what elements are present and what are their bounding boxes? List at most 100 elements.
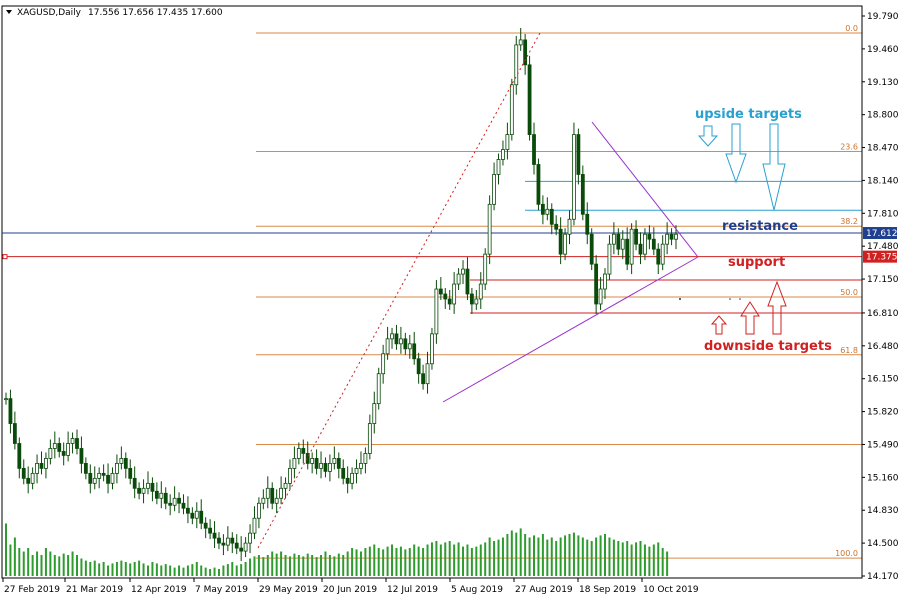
candle-body (403, 338, 408, 350)
volume-bars (5, 523, 669, 576)
upside-targets-label: upside targets (695, 107, 802, 122)
candle-body (567, 218, 572, 235)
upside-arrow-icon (697, 125, 719, 147)
candle-body (407, 343, 412, 350)
candle-body (225, 537, 230, 546)
candle-body (270, 487, 275, 504)
x-tick-label: 7 May 2019 (195, 585, 248, 595)
candle-body (643, 233, 647, 255)
candle-body (469, 293, 474, 305)
support-handle (2, 254, 8, 260)
candle-body (430, 333, 434, 365)
candle-body (21, 467, 26, 479)
candle-body (585, 213, 590, 235)
candle-body (336, 458, 341, 469)
triangle-upper-line (591, 121, 699, 258)
candle-body (496, 159, 501, 175)
candle-body (292, 458, 297, 469)
y-tick-label: 19.460 (867, 45, 899, 55)
candle-body (598, 288, 603, 305)
candle-body (181, 502, 186, 509)
y-tick-label: 18.470 (867, 144, 899, 154)
candle-body (17, 443, 22, 469)
candle-body (115, 463, 119, 474)
y-tick-label: 14.830 (867, 506, 899, 516)
candle-body (540, 203, 545, 215)
y-tick-label: 14.170 (867, 572, 899, 582)
candle-body (35, 463, 39, 474)
candle-body (660, 243, 665, 265)
candle-body (132, 477, 137, 489)
y-tick-label: 15.820 (867, 408, 899, 418)
candle-body (572, 134, 576, 220)
candle-body (190, 512, 195, 519)
candle-body (416, 358, 421, 375)
x-tick-label: 20 Jun 2019 (323, 585, 377, 595)
candle-body (119, 458, 124, 464)
candle-body (252, 517, 257, 534)
candle-body (509, 84, 514, 135)
candle-body (385, 338, 390, 355)
candle-body (88, 472, 93, 484)
candle-body (248, 532, 252, 544)
annotations: upside targets resistance support downsi… (695, 107, 832, 354)
fibonacci-levels: 0.0 23.6 38.2 50.0 61.8 100.0 (256, 24, 862, 559)
y-tick-label: 16.810 (867, 309, 899, 319)
candle-body (669, 233, 674, 240)
x-tick-label: 29 May 2019 (259, 585, 318, 595)
candle-body (616, 233, 621, 250)
candle-body (611, 233, 616, 245)
candle-body (261, 497, 266, 504)
candle-body (461, 268, 465, 275)
candle-body (399, 338, 403, 345)
candle-body (594, 263, 599, 305)
candle-body (48, 448, 53, 459)
candle-body (301, 448, 306, 454)
triangle-pattern (257, 32, 699, 549)
candle-body (172, 497, 177, 506)
y-tick-label: 19.130 (867, 78, 899, 88)
candle-body (106, 474, 110, 484)
candle-body (92, 477, 97, 484)
candle-body (603, 273, 607, 290)
candle-body (163, 492, 168, 504)
candle-body (665, 233, 670, 245)
candle-body (390, 333, 394, 340)
time-axis: 27 Feb 2019 21 Mar 2019 12 Apr 2019 7 May 2… (2, 578, 699, 595)
candle-body (323, 463, 328, 472)
y-tick-label: 18.140 (867, 176, 899, 186)
candle-body (57, 443, 62, 452)
candle-body (359, 463, 363, 469)
price-tags: 17.612 17.375 (863, 227, 898, 263)
candle-body (83, 463, 88, 474)
candle-body (474, 298, 479, 305)
x-tick-label: 12 Jul 2019 (387, 585, 438, 595)
candle-body (44, 458, 48, 469)
support-price-value: 17.375 (866, 253, 898, 263)
candle-body (186, 507, 190, 514)
candle-body (296, 448, 301, 459)
candle-body (257, 502, 261, 519)
candle-body (478, 283, 483, 300)
candle-body (607, 243, 612, 275)
candle-body (483, 253, 488, 285)
candle-body (212, 532, 217, 539)
candle-body (492, 174, 496, 205)
candle-body (243, 542, 248, 552)
candle-body (354, 467, 359, 474)
support-label: support (728, 255, 785, 270)
candle-body (674, 233, 678, 240)
candle-body (651, 238, 656, 250)
x-tick-label: 10 Oct 2019 (643, 585, 699, 595)
fib-level-label: 23.6 (840, 143, 858, 152)
current-price-value: 17.612 (866, 229, 898, 239)
y-tick-label: 14.500 (867, 539, 899, 549)
candle-body (532, 134, 536, 165)
candle-body (536, 164, 541, 205)
candle-body (146, 482, 150, 489)
candle-body (221, 542, 226, 546)
y-tick-label: 17.150 (867, 275, 899, 285)
candle-body (545, 208, 550, 215)
